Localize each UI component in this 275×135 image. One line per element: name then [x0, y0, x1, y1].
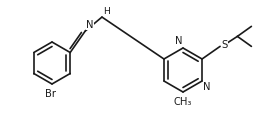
Text: S: S [221, 40, 227, 50]
Text: N: N [203, 82, 211, 92]
Text: N: N [175, 36, 182, 46]
Text: Br: Br [45, 89, 56, 99]
Text: CH₃: CH₃ [174, 97, 192, 107]
Text: H: H [103, 7, 110, 16]
Text: N: N [86, 20, 94, 30]
